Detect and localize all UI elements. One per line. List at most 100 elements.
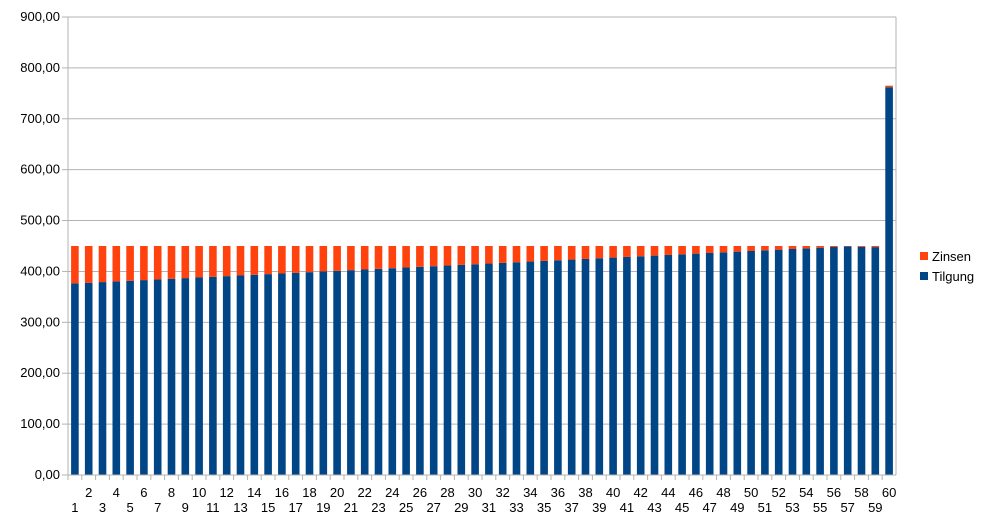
bar-zinsen xyxy=(858,246,866,247)
x-tick-label: 47 xyxy=(702,500,716,515)
bar-tilgung xyxy=(858,247,866,475)
bar-tilgung xyxy=(775,250,783,475)
bar-zinsen xyxy=(168,246,176,279)
x-tick-label: 18 xyxy=(302,485,316,500)
x-tick-label: 46 xyxy=(689,485,703,500)
bar-zinsen xyxy=(761,246,769,250)
x-tick-label: 4 xyxy=(113,485,120,500)
x-tick-label: 33 xyxy=(509,500,523,515)
bar-tilgung xyxy=(747,251,755,475)
bar-tilgung xyxy=(734,252,742,475)
bar-zinsen xyxy=(154,246,162,279)
bar-zinsen xyxy=(499,246,507,263)
bar-zinsen xyxy=(99,246,107,282)
bar-zinsen xyxy=(126,246,134,281)
bar-tilgung xyxy=(306,272,314,475)
bar-zinsen xyxy=(706,246,714,253)
x-tick-label: 22 xyxy=(357,485,371,500)
bar-zinsen xyxy=(651,246,659,256)
bar-tilgung xyxy=(223,276,231,475)
bar-zinsen xyxy=(485,246,493,264)
bar-tilgung xyxy=(499,263,507,475)
bar-zinsen xyxy=(830,246,838,247)
bar-tilgung xyxy=(278,273,286,475)
bar-tilgung xyxy=(140,280,148,475)
bar-zinsen xyxy=(347,246,355,270)
x-tick-label: 53 xyxy=(785,500,799,515)
y-tick-label: 300,00 xyxy=(20,314,60,329)
x-tick-label: 19 xyxy=(316,500,330,515)
bar-tilgung xyxy=(582,259,590,475)
y-tick-labels: 0,00100,00200,00300,00400,00500,00600,00… xyxy=(20,9,60,482)
x-tick-label: 30 xyxy=(468,485,482,500)
bar-tilgung xyxy=(85,283,93,475)
bar-zinsen xyxy=(872,246,880,247)
bar-zinsen xyxy=(320,246,328,271)
legend-swatch-tilgung xyxy=(920,272,928,280)
x-tick-label: 60 xyxy=(882,485,896,500)
bar-tilgung xyxy=(527,262,535,475)
bar-zinsen xyxy=(361,246,369,270)
bar-zinsen xyxy=(444,246,452,266)
bar-zinsen xyxy=(527,246,535,262)
x-tick-label: 56 xyxy=(827,485,841,500)
bar-tilgung xyxy=(333,271,341,475)
bar-tilgung xyxy=(237,275,245,475)
x-tick-label: 28 xyxy=(440,485,454,500)
bar-tilgung xyxy=(885,87,893,475)
x-tick-label: 34 xyxy=(523,485,537,500)
x-tick-label: 24 xyxy=(385,485,399,500)
bar-zinsen xyxy=(237,246,245,275)
bar-tilgung xyxy=(651,256,659,475)
x-tick-label: 40 xyxy=(606,485,620,500)
bar-tilgung xyxy=(554,260,562,475)
x-tick-label: 57 xyxy=(840,500,854,515)
bar-tilgung xyxy=(320,271,328,475)
bar-tilgung xyxy=(347,270,355,475)
x-tick-label: 23 xyxy=(371,500,385,515)
bar-zinsen xyxy=(402,246,410,268)
x-tick-label: 20 xyxy=(330,485,344,500)
x-tick-label: 31 xyxy=(482,500,496,515)
bar-tilgung xyxy=(264,274,272,475)
bar-zinsen xyxy=(582,246,590,259)
bar-tilgung xyxy=(720,252,728,475)
x-tick-label: 16 xyxy=(275,485,289,500)
x-tick-label: 45 xyxy=(675,500,689,515)
bar-zinsen xyxy=(789,246,797,249)
bar-zinsen xyxy=(71,246,79,283)
x-tick-label: 39 xyxy=(592,500,606,515)
y-tick-label: 200,00 xyxy=(20,365,60,380)
x-tick-label: 32 xyxy=(495,485,509,500)
y-tick-label: 900,00 xyxy=(20,9,60,24)
bar-tilgung xyxy=(99,282,107,475)
bar-tilgung xyxy=(568,260,576,475)
bar-tilgung xyxy=(485,264,493,475)
x-tick-label: 50 xyxy=(744,485,758,500)
bar-zinsen xyxy=(471,246,479,264)
y-tick-label: 600,00 xyxy=(20,162,60,177)
bar-tilgung xyxy=(182,278,190,475)
y-tick-label: 700,00 xyxy=(20,111,60,126)
legend-label-zinsen: Zinsen xyxy=(932,249,971,264)
x-tick-label: 14 xyxy=(247,485,261,500)
x-tick-label: 27 xyxy=(426,500,440,515)
x-tick-label: 25 xyxy=(399,500,413,515)
bar-tilgung xyxy=(471,264,479,475)
x-tick-label: 54 xyxy=(799,485,813,500)
bar-zinsen xyxy=(140,246,148,280)
x-tick-label: 7 xyxy=(154,500,161,515)
bar-tilgung xyxy=(706,253,714,475)
bar-zinsen xyxy=(665,246,673,255)
bar-tilgung xyxy=(623,257,631,475)
grid-lines xyxy=(68,17,896,424)
bar-tilgung xyxy=(154,279,162,475)
x-tick-label: 41 xyxy=(620,500,634,515)
x-tick-label: 5 xyxy=(126,500,133,515)
bar-tilgung xyxy=(678,254,686,475)
bar-zinsen xyxy=(113,246,121,281)
x-tick-label: 6 xyxy=(140,485,147,500)
bar-zinsen xyxy=(375,246,383,269)
bar-zinsen xyxy=(596,246,604,258)
